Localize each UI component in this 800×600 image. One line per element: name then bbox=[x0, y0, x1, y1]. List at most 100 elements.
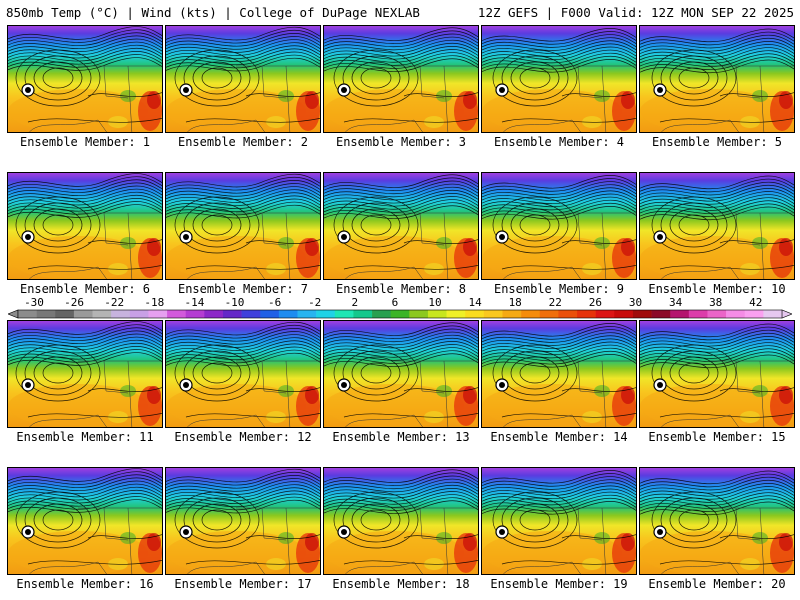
colorbar-swatch bbox=[726, 310, 746, 318]
colorbar-swatch bbox=[73, 310, 93, 318]
temperature-map bbox=[165, 467, 321, 575]
temperature-map bbox=[7, 320, 163, 428]
colorbar-tick-label: 26 bbox=[589, 296, 602, 309]
ensemble-member-panel: Ensemble Member: 11 bbox=[7, 320, 163, 450]
colorbar-swatch bbox=[521, 310, 541, 318]
temperature-map bbox=[481, 25, 637, 133]
ensemble-member-panel: Ensemble Member: 10 bbox=[639, 172, 795, 302]
colorbar-swatch bbox=[707, 310, 727, 318]
ensemble-member-label: Ensemble Member: 16 bbox=[16, 577, 154, 591]
colorbar-tick-label: 10 bbox=[428, 296, 441, 309]
ensemble-member-label: Ensemble Member: 14 bbox=[490, 430, 628, 444]
ensemble-member-label: Ensemble Member: 6 bbox=[19, 282, 151, 296]
temperature-map bbox=[323, 467, 479, 575]
ensemble-member-panel: Ensemble Member: 5 bbox=[639, 25, 795, 155]
colorbar-swatch bbox=[241, 310, 261, 318]
ensemble-member-panel: Ensemble Member: 20 bbox=[639, 467, 795, 597]
ensemble-member-label: Ensemble Member: 2 bbox=[177, 135, 309, 149]
ensemble-member-panel: Ensemble Member: 6 bbox=[7, 172, 163, 302]
temperature-map bbox=[639, 467, 795, 575]
colorbar-swatch bbox=[688, 310, 708, 318]
ensemble-member-label: Ensemble Member: 17 bbox=[174, 577, 312, 591]
colorbar-tick-label: -10 bbox=[225, 296, 245, 309]
colorbar-swatch bbox=[111, 310, 131, 318]
colorbar-swatch bbox=[204, 310, 224, 318]
colorbar-tick-label: -30 bbox=[24, 296, 44, 309]
colorbar-min-arrow bbox=[8, 309, 19, 319]
colorbar-tick-label: 22 bbox=[549, 296, 562, 309]
colorbar-swatch bbox=[260, 310, 280, 318]
ensemble-member-panel: Ensemble Member: 15 bbox=[639, 320, 795, 450]
ensemble-member-label: Ensemble Member: 1 bbox=[19, 135, 151, 149]
colorbar-swatch bbox=[483, 310, 503, 318]
ensemble-member-panel: Ensemble Member: 14 bbox=[481, 320, 637, 450]
colorbar-tick-label: -22 bbox=[104, 296, 124, 309]
ensemble-member-panel: Ensemble Member: 12 bbox=[165, 320, 321, 450]
ensemble-member-panel: Ensemble Member: 7 bbox=[165, 172, 321, 302]
colorbar-swatch bbox=[614, 310, 634, 318]
ensemble-member-panel: Ensemble Member: 3 bbox=[323, 25, 479, 155]
colorbar-tick-label: 6 bbox=[392, 296, 399, 309]
colorbar-tick-label: 42 bbox=[749, 296, 762, 309]
colorbar-tick-label: 18 bbox=[509, 296, 522, 309]
colorbar-tick-label: -14 bbox=[184, 296, 204, 309]
temperature-map bbox=[165, 25, 321, 133]
colorbar-tick-label: 30 bbox=[629, 296, 642, 309]
ensemble-member-label: Ensemble Member: 10 bbox=[648, 282, 786, 296]
colorbar-swatch bbox=[651, 310, 671, 318]
ensemble-member-panel: Ensemble Member: 9 bbox=[481, 172, 637, 302]
ensemble-member-panel: Ensemble Member: 1 bbox=[7, 25, 163, 155]
colorbar-swatch bbox=[297, 310, 317, 318]
colorbar-tick-label: -6 bbox=[268, 296, 281, 309]
ensemble-member-panel: Ensemble Member: 13 bbox=[323, 320, 479, 450]
colorbar-swatch bbox=[670, 310, 690, 318]
ensemble-member-panel: Ensemble Member: 8 bbox=[323, 172, 479, 302]
temperature-map bbox=[481, 467, 637, 575]
colorbar-swatch bbox=[763, 310, 783, 318]
colorbar-swatch bbox=[222, 310, 242, 318]
colorbar-swatch bbox=[446, 310, 466, 318]
colorbar-tick-label: -2 bbox=[308, 296, 321, 309]
colorbar-swatch bbox=[372, 310, 391, 318]
colorbar-swatch bbox=[36, 310, 56, 318]
colorbar-swatch bbox=[92, 310, 112, 318]
ensemble-member-panel: Ensemble Member: 4 bbox=[481, 25, 637, 155]
ensemble-member-label: Ensemble Member: 7 bbox=[177, 282, 309, 296]
colorbar-swatch bbox=[632, 310, 652, 318]
colorbar-swatch bbox=[185, 310, 205, 318]
colorbar-swatch bbox=[129, 310, 149, 318]
colorbar-swatch bbox=[55, 310, 75, 318]
colorbar-swatch bbox=[334, 310, 354, 318]
ensemble-member-label: Ensemble Member: 19 bbox=[490, 577, 628, 591]
ensemble-member-label: Ensemble Member: 13 bbox=[332, 430, 470, 444]
ensemble-member-label: Ensemble Member: 9 bbox=[493, 282, 625, 296]
temperature-map bbox=[165, 172, 321, 280]
colorbar-swatch bbox=[18, 310, 37, 318]
ensemble-member-panel: Ensemble Member: 19 bbox=[481, 467, 637, 597]
colorbar-swatch bbox=[577, 310, 596, 318]
colorbar-tick-label: 2 bbox=[351, 296, 358, 309]
colorbar-tick-label: 34 bbox=[669, 296, 683, 309]
temperature-map bbox=[639, 25, 795, 133]
colorbar-swatch bbox=[427, 310, 447, 318]
ensemble-member-label: Ensemble Member: 20 bbox=[648, 577, 786, 591]
temperature-map bbox=[165, 320, 321, 428]
ensemble-member-label: Ensemble Member: 8 bbox=[335, 282, 467, 296]
colorbar-swatch bbox=[148, 310, 168, 318]
colorbar-swatch bbox=[353, 310, 373, 318]
temperature-map bbox=[323, 25, 479, 133]
colorbar-swatch bbox=[595, 310, 615, 318]
temperature-map bbox=[639, 172, 795, 280]
temperature-map bbox=[481, 320, 637, 428]
colorbar-tick-label: 38 bbox=[709, 296, 722, 309]
ensemble-member-panel: Ensemble Member: 18 bbox=[323, 467, 479, 597]
colorbar-swatch bbox=[390, 310, 410, 318]
temperature-map bbox=[7, 25, 163, 133]
ensemble-member-panel: Ensemble Member: 16 bbox=[7, 467, 163, 597]
colorbar-swatch bbox=[278, 310, 298, 318]
colorbar-swatch bbox=[558, 310, 578, 318]
temperature-map bbox=[639, 320, 795, 428]
ensemble-member-label: Ensemble Member: 15 bbox=[648, 430, 786, 444]
ensemble-member-label: Ensemble Member: 11 bbox=[16, 430, 154, 444]
ensemble-member-panel: Ensemble Member: 17 bbox=[165, 467, 321, 597]
